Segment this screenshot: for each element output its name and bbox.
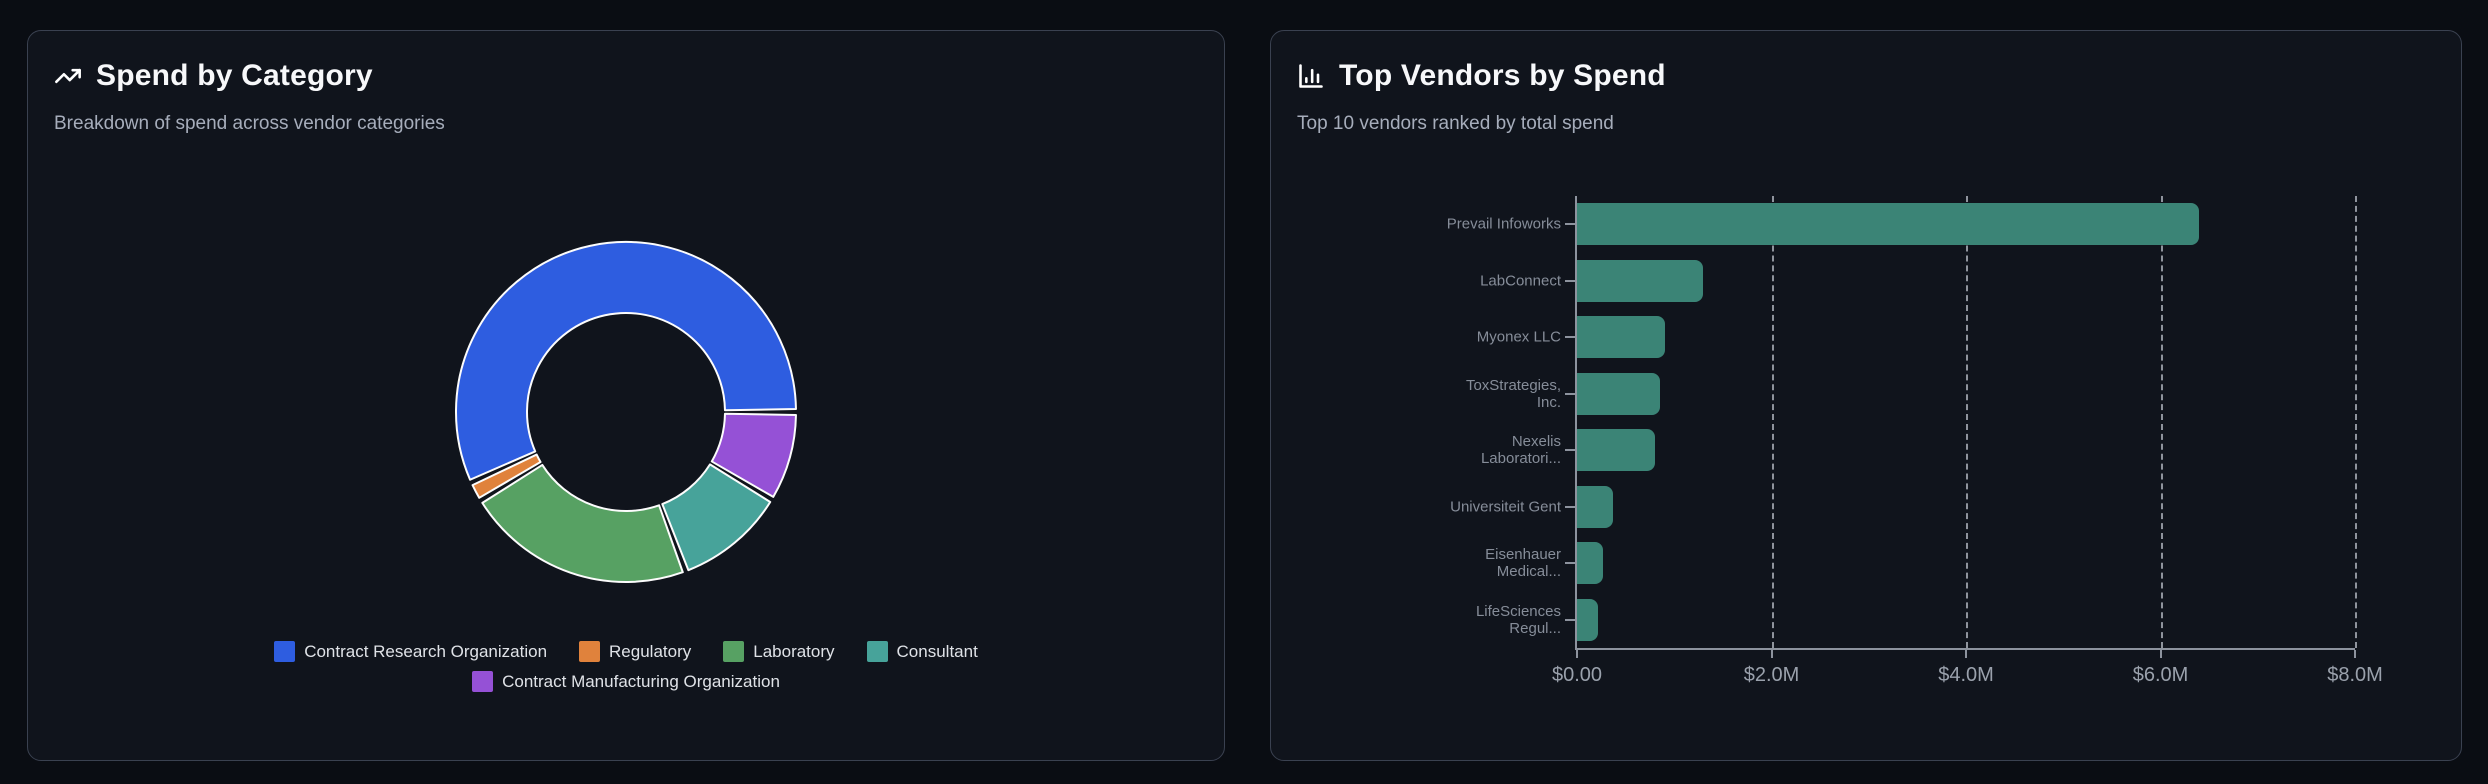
- card-subtitle: Top 10 vendors ranked by total spend: [1297, 113, 1614, 134]
- donut-segment[interactable]: [471, 453, 542, 499]
- legend-item[interactable]: Laboratory: [723, 641, 835, 662]
- legend-swatch: [866, 641, 888, 662]
- legend-label: Contract Research Organization: [304, 641, 548, 661]
- donut-chart-area: [54, 239, 1198, 585]
- vendor-label: Myonex LLC: [1476, 328, 1561, 346]
- vendor-label: Prevail Infoworks: [1446, 215, 1561, 233]
- gridline: [1771, 196, 1774, 648]
- legend-item[interactable]: Contract Manufacturing Organization: [472, 671, 780, 692]
- vendor-label: Nexelis Laboratori...: [1480, 433, 1561, 468]
- y-axis-tick: [1565, 562, 1575, 565]
- x-axis-label: $0.00: [1551, 664, 1603, 686]
- bar[interactable]: [1577, 485, 1613, 528]
- x-axis-tick: [1770, 650, 1773, 658]
- vendor-label: LabConnect: [1480, 272, 1561, 290]
- spend-by-category-card: Spend by Category Breakdown of spend acr…: [27, 30, 1225, 761]
- bar[interactable]: [1577, 316, 1665, 359]
- x-axis-tick: [2354, 650, 2356, 658]
- card-header: Spend by Category: [54, 59, 1198, 93]
- y-axis-tick: [1565, 336, 1575, 339]
- page-title: Top Vendors by Spend: [1339, 59, 1666, 92]
- legend-label: Consultant: [896, 641, 978, 661]
- legend-item[interactable]: Contract Research Organization: [274, 641, 547, 662]
- trending-up-icon: [55, 68, 81, 84]
- gridline: [1966, 196, 1968, 648]
- legend-item[interactable]: Regulatory: [579, 641, 691, 662]
- legend-label: Contract Manufacturing Organization: [502, 671, 780, 691]
- y-axis-tick: [1565, 618, 1575, 621]
- bar[interactable]: [1577, 372, 1660, 415]
- bar[interactable]: [1577, 203, 2200, 246]
- gridline: [2355, 196, 2357, 648]
- y-axis-tick: [1565, 279, 1575, 282]
- bar-row: Myonex LLC: [1477, 309, 2355, 366]
- x-axis-label: $4.0M: [1938, 664, 1994, 686]
- bar[interactable]: [1577, 429, 1655, 472]
- bar-plot: Prevail Infoworks LabConnect Myonex LLC Tox…: [1447, 196, 2383, 686]
- legend-label: Laboratory: [753, 641, 835, 661]
- top-vendors-card: Top Vendors by Spend Top 10 vendors rank…: [1270, 30, 2462, 761]
- donut-segment[interactable]: [455, 241, 797, 481]
- vendor-label: LifeSciences Regul...: [1475, 602, 1561, 637]
- x-axis-tick: [2159, 650, 2162, 658]
- y-axis-tick: [1565, 505, 1575, 508]
- bar-row: ToxStrategies, Inc.: [1466, 366, 2355, 423]
- bar-chart-icon: [1299, 64, 1323, 88]
- bar[interactable]: [1577, 598, 1599, 641]
- bar-row: Nexelis Laboratori...: [1481, 422, 2355, 479]
- donut-segment[interactable]: [710, 412, 797, 498]
- bar-chart-area: Prevail Infoworks LabConnect Myonex LLC Tox…: [1297, 196, 2435, 686]
- legend-label: Regulatory: [609, 641, 692, 661]
- card-subtitle: Breakdown of spend across vendor categor…: [54, 113, 445, 134]
- x-axis-label: $2.0M: [1743, 664, 1800, 686]
- gridline: [2160, 196, 2163, 648]
- bar-row: Prevail Infoworks: [1447, 196, 2355, 253]
- card-header: Top Vendors by Spend: [1297, 59, 2435, 93]
- donut-chart: [455, 241, 797, 583]
- legend-item[interactable]: Consultant: [866, 641, 978, 662]
- bar-row: LifeSciences Regul...: [1476, 592, 2355, 649]
- legend-swatch: [472, 671, 494, 692]
- vendor-label: Eisenhauer Medical...: [1485, 546, 1561, 581]
- vendor-label: ToxStrategies, Inc.: [1465, 376, 1561, 411]
- bar[interactable]: [1577, 259, 1704, 302]
- bar-row: LabConnect: [1480, 253, 2355, 310]
- y-axis-tick: [1565, 223, 1575, 226]
- legend-swatch: [723, 641, 745, 662]
- y-axis-tick: [1565, 449, 1575, 452]
- legend-swatch: [274, 641, 296, 662]
- page-title: Spend by Category: [96, 59, 373, 92]
- x-axis-tick: [1965, 650, 1967, 658]
- legend-swatch: [579, 641, 601, 662]
- donut-segment[interactable]: [481, 463, 684, 583]
- x-axis-tick: [1576, 650, 1578, 658]
- bar-row: Eisenhauer Medical...: [1485, 535, 2355, 592]
- bar-row: Universiteit Gent: [1450, 479, 2355, 536]
- x-axis-label: $8.0M: [2327, 664, 2383, 686]
- vendor-label: Universiteit Gent: [1450, 498, 1561, 516]
- bar[interactable]: [1577, 542, 1604, 585]
- donut-segment[interactable]: [661, 463, 772, 572]
- chart-legend: Contract Research Organization Regulatory…: [121, 641, 1131, 692]
- x-axis-label: $6.0M: [2132, 664, 2189, 686]
- y-axis-tick: [1565, 392, 1575, 395]
